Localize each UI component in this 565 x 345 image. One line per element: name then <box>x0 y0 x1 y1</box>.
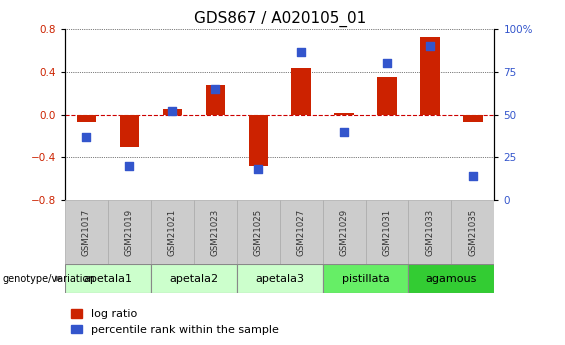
Bar <box>323 200 366 264</box>
Bar <box>151 200 194 264</box>
Point <box>82 134 91 140</box>
Text: genotype/variation: genotype/variation <box>3 274 95 284</box>
Point <box>125 163 134 169</box>
Text: apetala1: apetala1 <box>84 274 132 284</box>
Point <box>297 49 306 54</box>
Bar <box>65 200 108 264</box>
Point <box>211 86 220 92</box>
Bar <box>163 109 182 115</box>
Bar <box>120 115 139 147</box>
Bar <box>323 264 408 293</box>
Bar <box>451 200 494 264</box>
Text: GSM21025: GSM21025 <box>254 208 263 256</box>
Text: GSM21027: GSM21027 <box>297 208 306 256</box>
Text: GSM21023: GSM21023 <box>211 208 220 256</box>
Title: GDS867 / A020105_01: GDS867 / A020105_01 <box>194 10 366 27</box>
Text: apetala2: apetala2 <box>170 274 218 284</box>
Text: GSM21031: GSM21031 <box>383 208 392 256</box>
Point <box>383 61 392 66</box>
Bar <box>334 112 354 115</box>
Bar <box>366 200 408 264</box>
Bar <box>108 200 151 264</box>
Bar <box>65 264 151 293</box>
Text: GSM21033: GSM21033 <box>425 208 434 256</box>
Point <box>168 109 177 114</box>
Text: apetala3: apetala3 <box>255 274 304 284</box>
Text: agamous: agamous <box>426 274 477 284</box>
Bar <box>206 85 225 115</box>
Text: pistillata: pistillata <box>342 274 389 284</box>
Bar <box>280 200 323 264</box>
Point <box>340 129 349 135</box>
Text: GSM21029: GSM21029 <box>340 208 349 256</box>
Text: GSM21019: GSM21019 <box>125 208 134 256</box>
Text: GSM21017: GSM21017 <box>82 208 91 256</box>
Bar <box>377 77 397 115</box>
Text: GSM21021: GSM21021 <box>168 208 177 256</box>
Bar <box>292 68 311 115</box>
Legend: log ratio, percentile rank within the sample: log ratio, percentile rank within the sa… <box>71 309 279 335</box>
Bar <box>463 115 483 122</box>
Bar <box>420 37 440 115</box>
Bar <box>408 200 451 264</box>
Bar <box>249 115 268 166</box>
Bar <box>237 264 323 293</box>
Point <box>468 174 477 179</box>
Bar <box>194 200 237 264</box>
Text: GSM21035: GSM21035 <box>468 208 477 256</box>
Point <box>254 167 263 172</box>
Bar <box>151 264 237 293</box>
Point <box>425 43 434 49</box>
Bar <box>77 115 96 122</box>
Bar <box>408 264 494 293</box>
Bar <box>237 200 280 264</box>
